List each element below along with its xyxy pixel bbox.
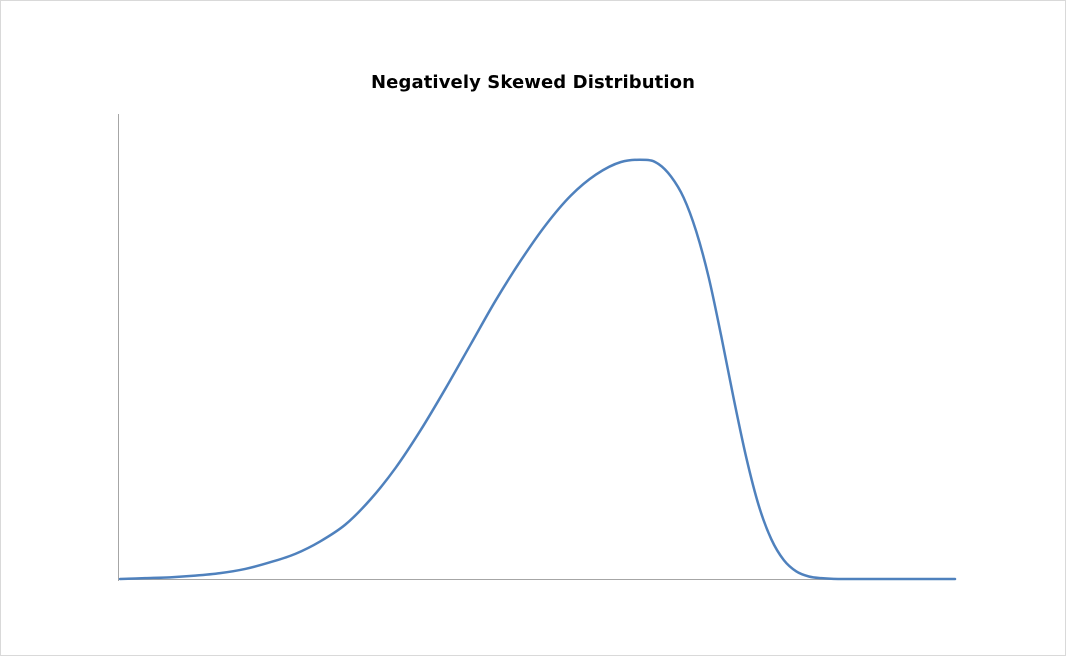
data-point	[820, 577, 823, 580]
data-point	[544, 223, 547, 226]
data-point	[954, 578, 957, 581]
chart-title: Negatively Skewed Distribution	[371, 72, 695, 93]
data-point	[594, 173, 597, 176]
data-point	[219, 572, 222, 575]
data-point	[920, 578, 923, 581]
data-point	[645, 158, 648, 161]
data-point	[144, 577, 147, 580]
data-point	[319, 540, 322, 543]
data-point	[169, 576, 172, 579]
data-point	[119, 578, 122, 581]
data-point	[244, 567, 247, 570]
data-point	[887, 578, 890, 581]
data-point	[782, 559, 785, 562]
data-point	[682, 196, 685, 199]
data-point	[294, 552, 297, 555]
data-point	[344, 523, 347, 526]
data-point	[770, 538, 773, 541]
data-point	[469, 343, 472, 346]
data-point	[853, 578, 856, 581]
data-point	[707, 276, 710, 279]
data-point	[620, 161, 623, 164]
data-point	[837, 578, 840, 581]
data-point	[369, 498, 372, 501]
data-point	[732, 397, 735, 400]
data-point	[757, 504, 760, 507]
data-point	[444, 387, 447, 390]
data-point	[670, 175, 673, 178]
data-point	[519, 259, 522, 262]
data-point	[695, 230, 698, 233]
series-line	[118, 158, 957, 581]
data-point	[569, 194, 572, 197]
data-point	[657, 163, 660, 166]
data-point	[394, 466, 397, 469]
data-point	[720, 334, 723, 337]
data-point	[807, 575, 810, 578]
data-point	[269, 561, 272, 564]
data-point	[194, 574, 197, 577]
data-point	[745, 456, 748, 459]
data-point	[795, 570, 798, 573]
series-points	[119, 158, 957, 580]
data-point	[419, 429, 422, 432]
data-point	[494, 299, 497, 302]
